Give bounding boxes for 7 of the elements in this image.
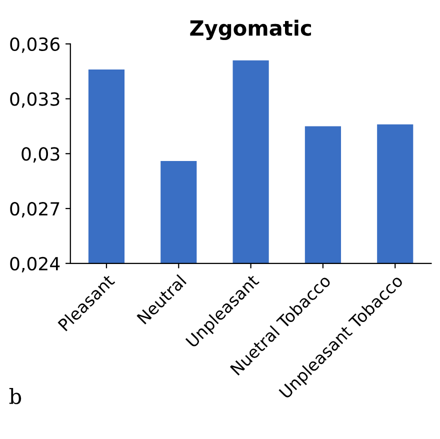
y-tick-label: 0,036 (10, 37, 60, 53)
y-tick-label: 0,024 (10, 256, 60, 272)
y-tick-label: 0,027 (10, 202, 60, 218)
text: b (9, 388, 22, 404)
y-tick-label: 0,03 (22, 147, 60, 163)
chart-title: Zygomatic (190, 20, 311, 40)
y-tick-label: 0,033 (10, 92, 60, 108)
